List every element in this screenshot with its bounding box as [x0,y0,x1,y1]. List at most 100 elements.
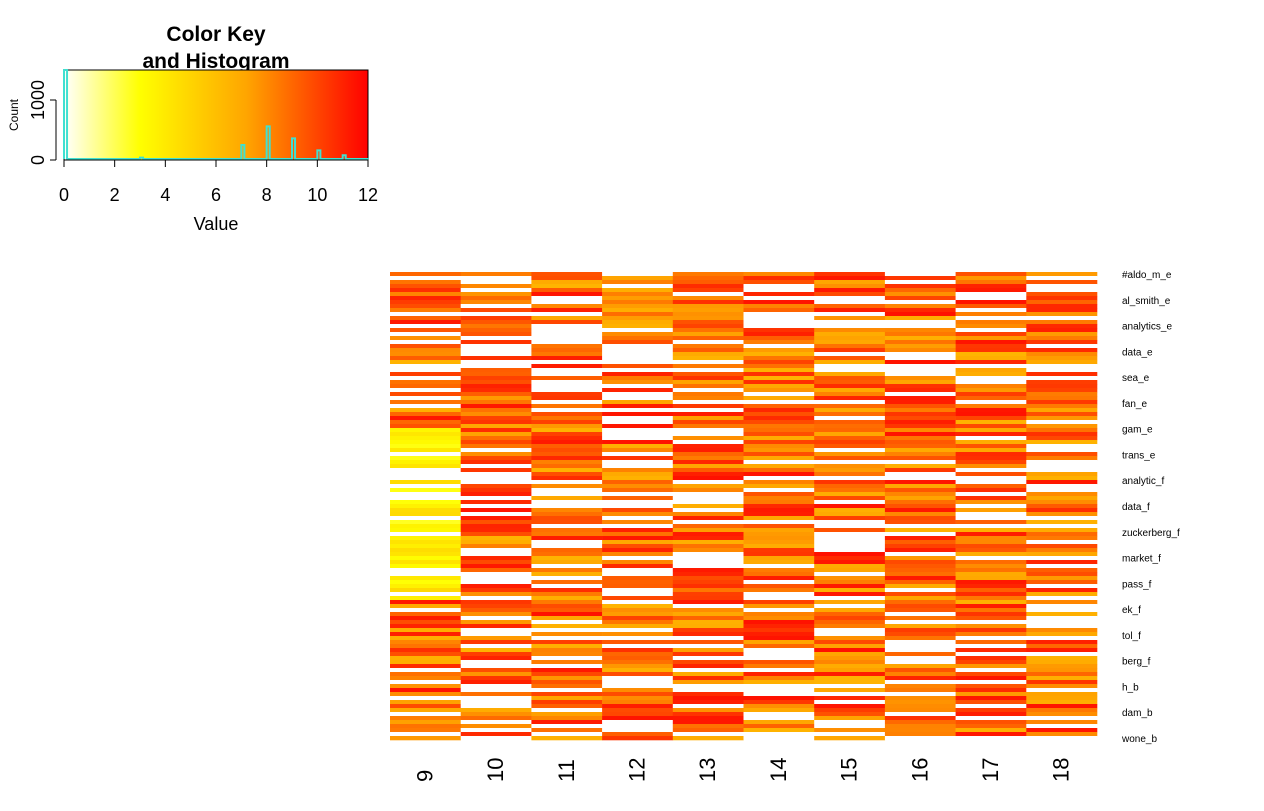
row-labels: #aldo_m_e al_smith_e analytics_e data_e sea_… [1121,270,1180,745]
heatmap-cell [955,416,1027,421]
heatmap-cell [1026,412,1098,417]
heatmap-cell [1026,604,1098,609]
heatmap-cell [814,336,886,341]
heatmap-cell [390,488,461,493]
heatmap-cell [602,516,674,521]
heatmap-cell [672,720,744,725]
heatmap-cell [390,388,461,393]
heatmap-cell [955,512,1027,517]
heatmap-cell [390,448,461,453]
heatmap-cell [531,576,603,581]
heatmap-cell [531,524,603,529]
heatmap-cell [814,592,886,597]
heatmap-cell [814,536,886,541]
heatmap-cell [602,636,674,641]
heatmap-cell [814,720,886,725]
heatmap-cell [460,572,532,577]
heatmap-cell [1026,372,1098,377]
heatmap-cell [531,436,603,441]
heatmap-cell [531,344,603,349]
heatmap-cell [1026,320,1098,325]
heatmap-cell [531,316,603,321]
row-label: analytics_e [1122,322,1172,333]
heatmap-cell [390,428,461,433]
heatmap-cell [460,388,532,393]
heatmap-cell [390,620,461,625]
heatmap-cell [955,356,1027,361]
heatmap-cell [390,672,461,677]
heatmap-cell [460,704,532,709]
heatmap-cell [531,464,603,469]
heatmap-cell [390,524,461,529]
heatmap-cell [955,488,1027,493]
heatmap-cell [602,548,674,553]
heatmap-cell [531,276,603,281]
heatmap-cell [884,296,956,301]
heatmap-cell [672,596,744,601]
heatmap-cell [672,568,744,573]
heatmap-cell [390,384,461,389]
heatmap-cell [955,348,1027,353]
heatmap-cell [602,640,674,645]
heatmap-cell [884,492,956,497]
heatmap-cell [390,520,461,525]
heatmap-cell [390,424,461,429]
heatmap-cell [743,404,815,409]
heatmap-cell [814,360,886,365]
heatmap-cell [602,368,674,373]
heatmap-cell [884,292,956,297]
heatmap-cell [672,676,744,681]
heatmap-cell [955,668,1027,673]
heatmap-cell [1026,284,1098,289]
heatmap-cell [743,604,815,609]
heatmap-cell [672,696,744,701]
heatmap-cell [602,524,674,529]
heatmap-cell [531,536,603,541]
heatmap-cell [955,316,1027,321]
heatmap-cell [814,628,886,633]
heatmap-cell [743,468,815,473]
heatmap-cell [390,456,461,461]
heatmap-cell [460,416,532,421]
heatmap-cell [531,640,603,645]
heatmap-cell [531,556,603,561]
heatmap-cell [814,388,886,393]
heatmap-cell [955,280,1027,285]
heatmap-cell [531,488,603,493]
heatmap-cell [460,700,532,705]
heatmap-cell [390,396,461,401]
heatmap-cell [814,372,886,377]
heatmap-cell [814,716,886,721]
heatmap-cell [884,584,956,589]
heatmap-cell [390,500,461,505]
heatmap-cell [743,540,815,545]
heatmap-cell [672,300,744,305]
heatmap-cell [955,436,1027,441]
heatmap-cell [672,368,744,373]
heatmap-cell [743,368,815,373]
heatmap-cell [955,544,1027,549]
heatmap-cell [884,368,956,373]
heatmap-cell [531,560,603,565]
heatmap-cell [672,704,744,709]
heatmap-cell [390,628,461,633]
heatmap-cell [884,660,956,665]
heatmap-cell [531,508,603,513]
heatmap-cell [602,564,674,569]
heatmap-cell [814,408,886,413]
heatmap-cell [602,612,674,617]
heatmap-cell [743,456,815,461]
heatmap-cell [884,360,956,365]
heatmap-cell [955,688,1027,693]
heatmap-cell [884,380,956,385]
heatmap-cell [743,696,815,701]
heatmap-cell [743,692,815,697]
heatmap-cell [602,288,674,293]
heatmap-cell [884,476,956,481]
heatmap-cell [460,612,532,617]
heatmap-cell [531,540,603,545]
heatmap-cell [1026,348,1098,353]
heatmap-cell [602,736,674,741]
heatmap-cell [743,360,815,365]
heatmap-cell [955,352,1027,357]
